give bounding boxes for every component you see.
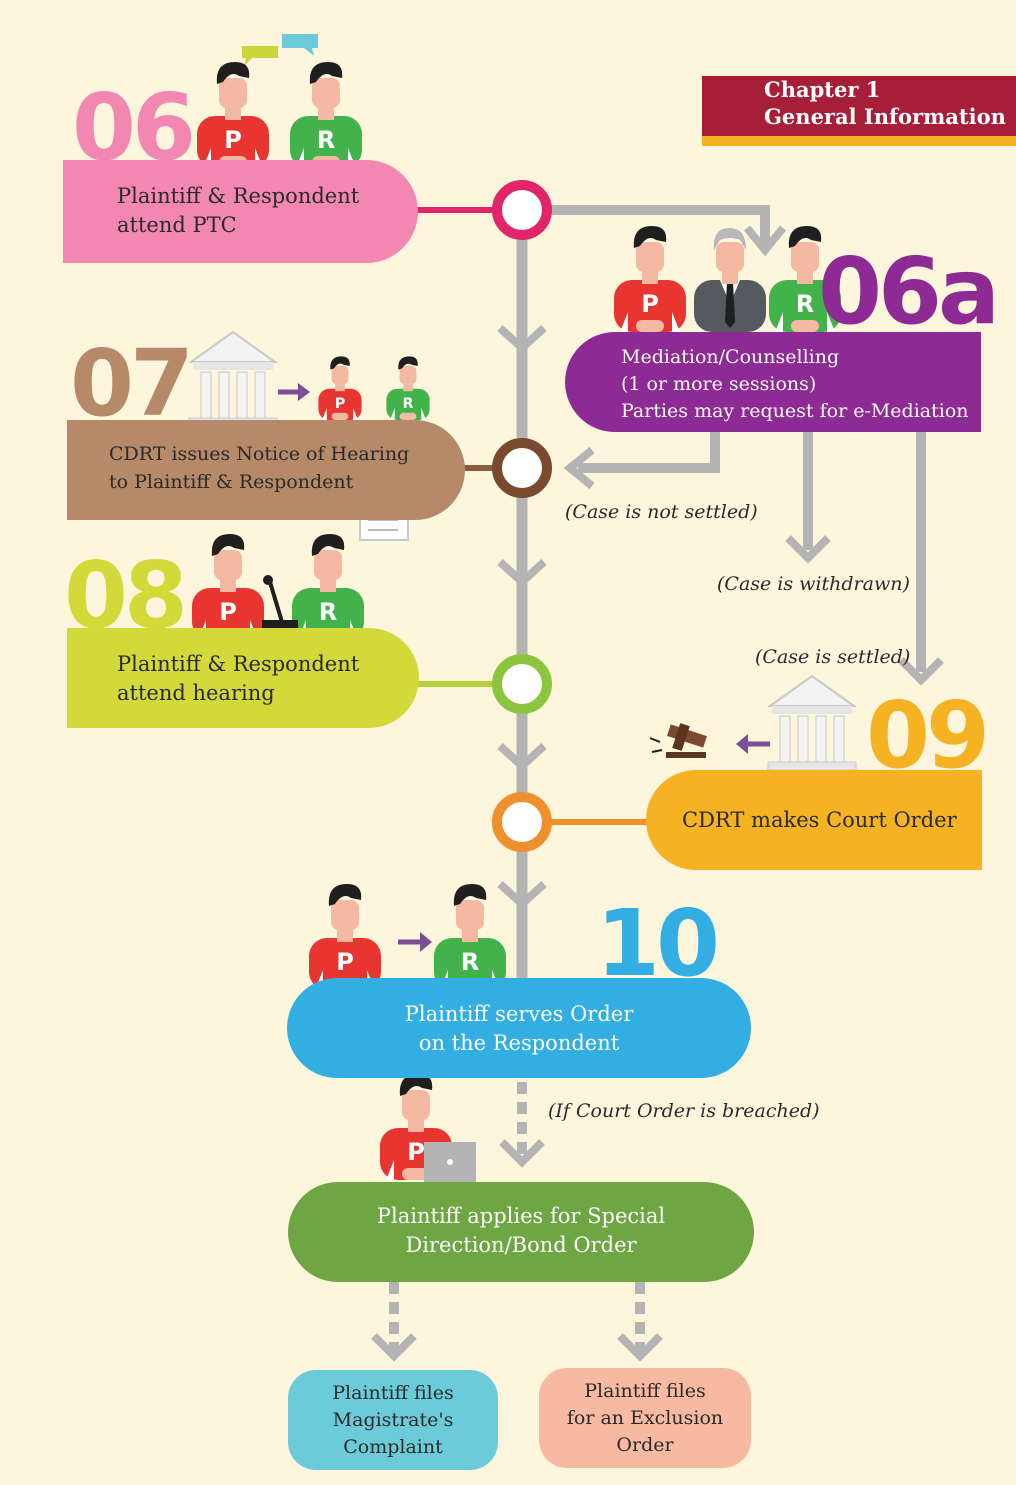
step-12a-line3: Complaint (343, 1436, 443, 1458)
step-06a-box: Mediation/Counselling (1 or more session… (565, 332, 981, 432)
step-10-line2: on the Respondent (418, 1031, 620, 1055)
step-06-number: 06 (72, 74, 196, 181)
step-12b-line2: for an Exclusion (566, 1407, 724, 1429)
step-07-box: CDRT issues Notice of Hearing to Plainti… (67, 420, 465, 520)
step-08-number: 08 (64, 542, 188, 649)
step-06a-line1: Mediation/Counselling (621, 346, 840, 368)
step-06a-line3: Parties may request for e-Mediation (621, 400, 969, 422)
step-10-number: 10 (596, 890, 720, 997)
step-08-line2: attend hearing (117, 681, 275, 705)
step-07-line1: CDRT issues Notice of Hearing (109, 443, 410, 465)
microphone-icon (262, 575, 298, 628)
step-12a-line1: Plaintiff files (332, 1382, 454, 1404)
step-12a-box: Plaintiff files Magistrate's Complaint (288, 1370, 498, 1470)
node-09 (492, 792, 552, 852)
step-12a-line2: Magistrate's (332, 1409, 454, 1431)
step-06-line2: attend PTC (117, 213, 237, 237)
step-06a-number: 06a (818, 238, 1000, 345)
step-06-box: Plaintiff & Respondent attend PTC (63, 160, 418, 263)
step-09-line1: CDRT makes Court Order (682, 808, 957, 832)
note-settled: (Case is settled) (755, 646, 911, 668)
laptop-icon (424, 1142, 476, 1182)
step-10-box: Plaintiff serves Order on the Respondent (287, 978, 751, 1078)
node-06 (492, 180, 552, 240)
step-08-line1: Plaintiff & Respondent (117, 652, 360, 676)
step-06a-line2: (1 or more sessions) (621, 373, 817, 395)
step-09-box: CDRT makes Court Order (646, 770, 982, 870)
gavel-icon (649, 723, 707, 758)
step-06-line1: Plaintiff & Respondent (117, 184, 360, 208)
node-07 (492, 438, 552, 498)
step-11-box: Plaintiff applies for Special Direction/… (288, 1182, 754, 1282)
speech-bubble-icon (242, 34, 318, 66)
step-07-number: 07 (70, 330, 194, 437)
step-08-box: Plaintiff & Respondent attend hearing (67, 628, 419, 728)
step-12b-line1: Plaintiff files (584, 1380, 706, 1402)
step-10-line1: Plaintiff serves Order (404, 1002, 634, 1026)
chapter-banner: Chapter 1 General Information (702, 76, 1016, 146)
step-11-line1: Plaintiff applies for Special (376, 1204, 666, 1228)
chapter-number: Chapter 1 (764, 77, 881, 102)
note-withdrawn: (Case is withdrawn) (717, 573, 910, 595)
node-08 (492, 654, 552, 714)
step-12b-box: Plaintiff files for an Exclusion Order (539, 1368, 751, 1468)
note-not-settled: (Case is not settled) (565, 501, 758, 523)
step-07-line2: to Plaintiff & Respondent (109, 471, 354, 493)
step-09-number: 09 (866, 682, 990, 789)
note-breached: (If Court Order is breached) (548, 1100, 820, 1122)
step-12b-line3: Order (616, 1434, 674, 1456)
step-11-line2: Direction/Bond Order (405, 1233, 637, 1257)
chapter-title: General Information (764, 104, 1006, 129)
